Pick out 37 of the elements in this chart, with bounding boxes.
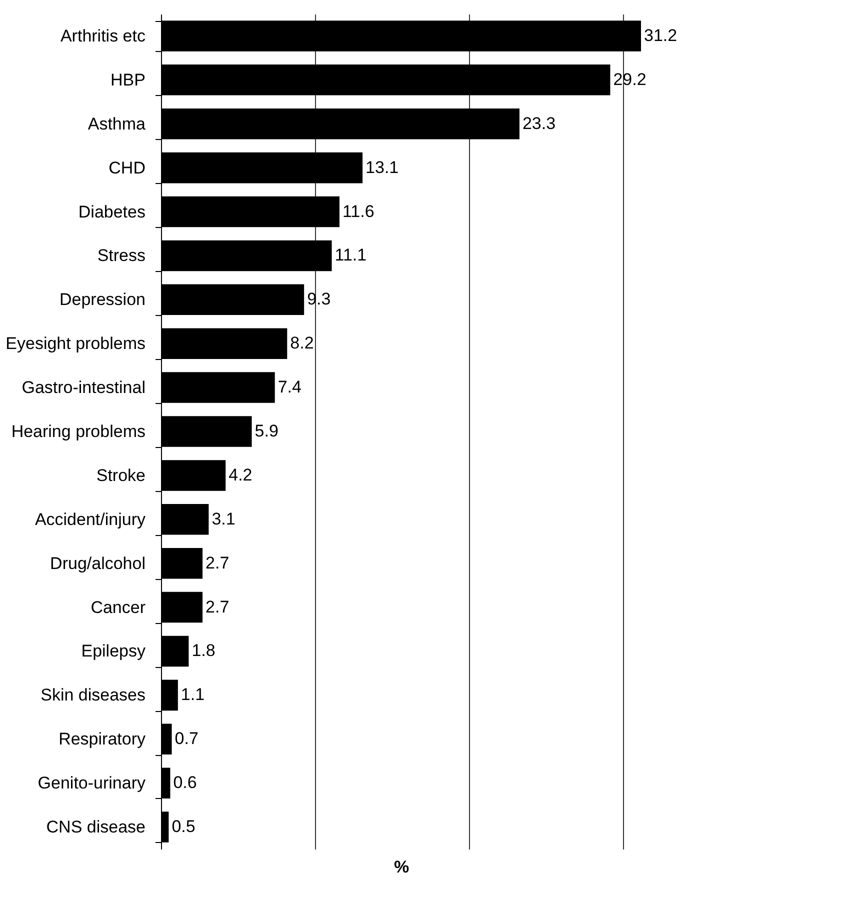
- data-label: 0.6: [173, 773, 197, 792]
- y-tick-label: Stress: [97, 246, 146, 266]
- data-label: 11.1: [334, 246, 367, 265]
- data-label: 5.9: [254, 422, 278, 440]
- y-tick-label: Drug/alcohol: [50, 554, 146, 573]
- y-tick-label: Gastro-intestinal: [22, 378, 146, 398]
- data-label: 0.7: [174, 729, 198, 748]
- y-tick-label: Genito-urinary: [38, 774, 146, 793]
- data-label: 13.1: [366, 158, 399, 177]
- y-tick-label: Accident/injury: [34, 510, 146, 529]
- y-tick-label: Epilepsy: [81, 642, 146, 661]
- data-label: 3.1: [212, 509, 236, 528]
- data-label: 1.1: [180, 685, 205, 704]
- y-tick-label: Arthritis etc: [60, 26, 146, 46]
- data-label: 23.3: [522, 114, 556, 133]
- y-tick-label: Respiratory: [58, 730, 146, 749]
- y-tick-label: CHD: [108, 158, 146, 178]
- y-tick-label: Eyesight problems: [6, 334, 146, 354]
- data-label: 4.2: [228, 465, 252, 484]
- data-label: 7.4: [278, 378, 302, 397]
- data-label: 8.2: [290, 334, 314, 353]
- x-axis-title: %: [394, 858, 410, 876]
- y-tick-label: Asthma: [88, 114, 146, 134]
- y-tick-label: Cancer: [90, 598, 146, 617]
- y-tick-label: Depression: [60, 290, 146, 310]
- y-tick-label: CNS disease: [46, 818, 146, 837]
- data-label: 31.2: [644, 26, 678, 45]
- data-label: 11.6: [342, 202, 374, 221]
- data-label: 2.7: [206, 553, 230, 572]
- y-tick-label: HBP: [110, 70, 146, 90]
- data-label: 2.7: [206, 597, 230, 616]
- y-tick-label: Hearing problems: [11, 422, 146, 441]
- y-tick-label: Skin diseases: [40, 686, 146, 705]
- data-label: 0.5: [172, 817, 196, 836]
- y-tick-label: Diabetes: [78, 202, 146, 222]
- data-label: 1.8: [192, 641, 216, 660]
- y-tick-label: Stroke: [96, 466, 146, 485]
